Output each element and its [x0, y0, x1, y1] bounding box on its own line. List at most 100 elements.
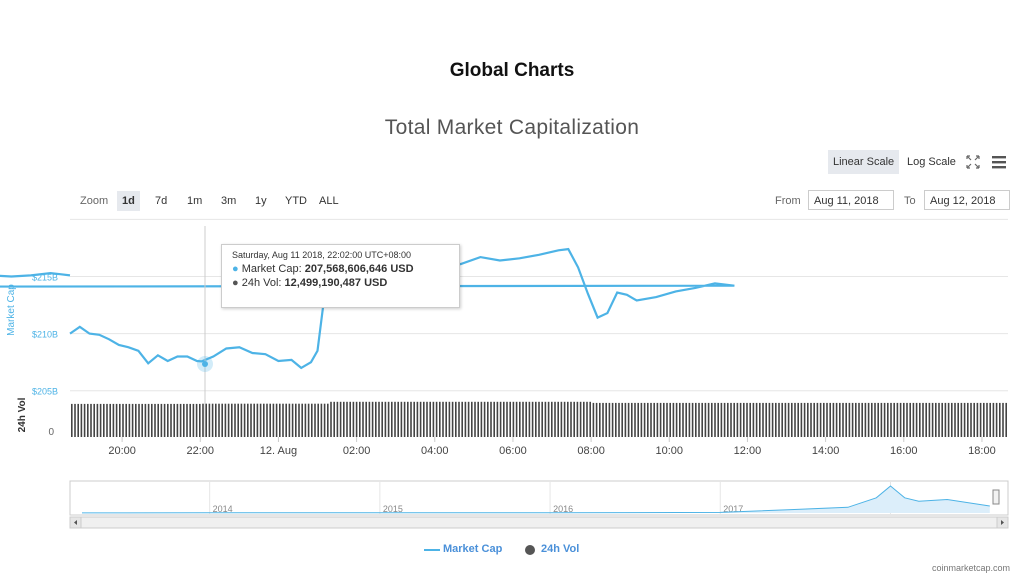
volume-bar — [903, 402, 905, 437]
navigator-handle[interactable] — [992, 489, 1000, 505]
volume-bar — [547, 401, 550, 437]
volume-bar — [688, 402, 691, 437]
x-tick-label: 16:00 — [890, 445, 918, 457]
volume-bar — [995, 402, 998, 437]
volume-bar — [298, 403, 300, 437]
volume-bar — [106, 403, 108, 437]
volume-bar — [407, 401, 409, 437]
volume-bar — [957, 402, 959, 437]
zoom-7d-button[interactable]: 7d — [155, 195, 168, 207]
volume-bar — [343, 401, 345, 437]
volume-bar — [493, 401, 495, 437]
log-scale-button[interactable]: Log Scale — [907, 156, 956, 168]
volume-bar — [442, 401, 444, 437]
zoom-1m-button[interactable]: 1m — [187, 195, 203, 207]
volume-bar — [947, 402, 950, 437]
volume-bar — [944, 402, 947, 437]
volume-bar — [323, 403, 326, 437]
volume-bar — [528, 401, 531, 437]
volume-bar — [272, 403, 275, 437]
volume-bar — [432, 401, 435, 437]
volume-bar — [208, 403, 211, 437]
linear-scale-button[interactable]: Linear Scale — [828, 150, 900, 174]
from-date-input[interactable]: Aug 11, 2018 — [808, 190, 894, 210]
volume-bar — [877, 402, 879, 437]
volume-bar — [989, 402, 991, 437]
volume-bar — [762, 402, 764, 437]
scroll-right-icon — [1001, 520, 1004, 525]
volume-bar — [423, 401, 425, 437]
volume-bar — [163, 403, 166, 437]
x-tick-label: 14:00 — [812, 445, 840, 457]
volume-bar — [330, 401, 332, 437]
volume-bar — [189, 403, 191, 437]
volume-bar — [637, 402, 639, 437]
volume-bar — [643, 402, 646, 437]
volume-bar — [592, 402, 595, 437]
volume-bar — [608, 402, 611, 437]
zoom-all-button[interactable]: ALL — [319, 195, 339, 207]
zoom-3m-button[interactable]: 3m — [221, 195, 237, 207]
volume-bar — [131, 403, 134, 437]
volume-bar — [640, 402, 643, 437]
volume-bar — [730, 402, 732, 437]
volume-bar — [752, 402, 755, 437]
x-tick-label: 08:00 — [577, 445, 605, 457]
page-title: Global Charts — [449, 60, 575, 81]
navigator-tick-label: 2016 — [553, 504, 573, 514]
volume-bar — [74, 403, 76, 437]
volume-bar — [765, 402, 767, 437]
hamburger-menu-icon[interactable] — [990, 153, 1008, 171]
zoom-ytd-button[interactable]: YTD — [285, 195, 307, 207]
vol-axis-title: 24h Vol — [17, 397, 28, 432]
volume-bar — [541, 401, 543, 437]
volume-bar — [515, 401, 518, 437]
to-date-input[interactable]: Aug 12, 2018 — [924, 190, 1010, 210]
zoom-1d-button[interactable]: 1d — [117, 191, 140, 211]
volume-bar — [483, 401, 486, 437]
volume-bar — [835, 402, 838, 437]
volume-bar — [499, 401, 502, 437]
volume-bar — [800, 402, 803, 437]
volume-bar — [816, 402, 819, 437]
volume-bar — [797, 402, 799, 437]
scrollbar[interactable] — [69, 516, 1009, 529]
volume-bar — [1002, 402, 1004, 437]
volume-bar — [538, 401, 540, 437]
volume-bar — [621, 402, 623, 437]
zoom-1y-button[interactable]: 1y — [255, 195, 267, 207]
volume-bar — [736, 402, 739, 437]
volume-bar — [384, 401, 387, 437]
volume-bar — [909, 402, 911, 437]
volume-bar — [333, 401, 335, 437]
volume-bar — [896, 402, 899, 437]
volume-bar — [893, 402, 895, 437]
tooltip-date: Saturday, Aug 11 2018, 22:02:00 UTC+08:0… — [232, 250, 412, 260]
volume-bar — [807, 402, 809, 437]
legend-24h-vol[interactable]: 24h Vol — [541, 543, 580, 555]
volume-bar — [346, 401, 348, 437]
volume-bar — [416, 401, 419, 437]
fullscreen-icon[interactable] — [964, 153, 982, 171]
volume-bar — [775, 402, 777, 437]
volume-bar — [685, 402, 687, 437]
volume-bar — [925, 402, 927, 437]
volume-bar — [781, 402, 783, 437]
volume-bar — [435, 401, 438, 437]
volume-bar — [170, 403, 172, 437]
volume-bar — [448, 401, 451, 437]
volume-bar — [259, 403, 262, 437]
legend-market-cap[interactable]: Market Cap — [443, 543, 503, 555]
volume-bar — [461, 401, 463, 437]
volume-bar — [864, 402, 867, 437]
volume-bar — [192, 403, 195, 437]
x-tick-label: 12:00 — [734, 445, 762, 457]
volume-bar — [467, 401, 470, 437]
legend-volume-swatch — [525, 545, 535, 555]
volume-bar — [986, 402, 988, 437]
volume-bar — [669, 402, 671, 437]
volume-bar — [887, 402, 889, 437]
volume-bar — [787, 402, 790, 437]
volume-bar — [403, 401, 406, 437]
